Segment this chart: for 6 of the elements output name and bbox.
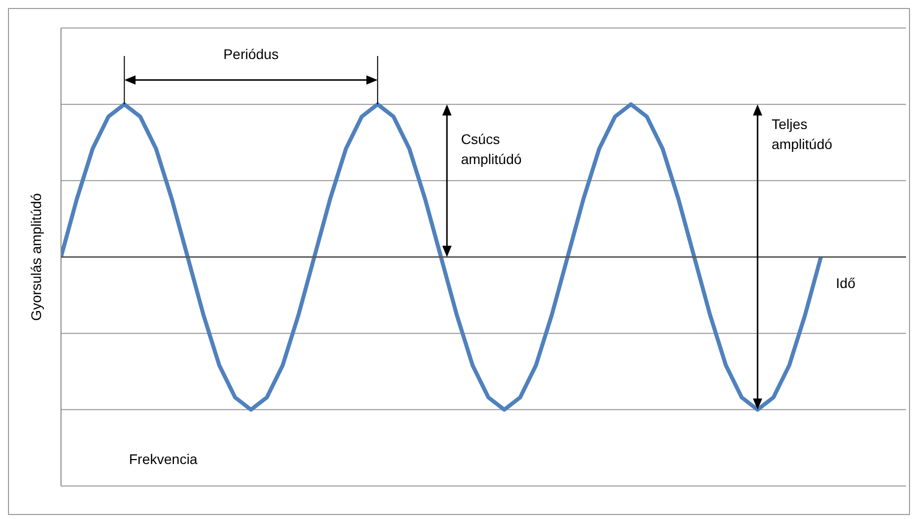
- text: Frekvencia: [129, 451, 198, 467]
- annotation: Csúcs amplitúdó: [460, 130, 523, 170]
- text: Periódus: [222, 46, 280, 62]
- y-axis-title: Gyorsulás amplitúdó: [28, 192, 44, 321]
- annotation: Teljes amplitúdó: [772, 115, 834, 154]
- text: Idő: [836, 275, 856, 291]
